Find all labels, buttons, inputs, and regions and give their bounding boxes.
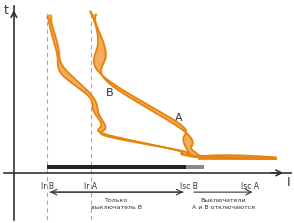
Text: I: I	[287, 176, 290, 189]
Text: t: t	[4, 4, 9, 17]
Text: Ir B: Ir B	[41, 182, 54, 191]
Text: A: A	[174, 113, 182, 123]
Text: Isc A: Isc A	[241, 182, 259, 191]
FancyBboxPatch shape	[47, 165, 188, 169]
Text: Только
выключатель B: Только выключатель B	[91, 198, 142, 210]
Text: Isc B: Isc B	[180, 182, 198, 191]
Text: B: B	[106, 88, 114, 98]
Text: Ir A: Ir A	[84, 182, 98, 191]
Text: Выключатели
А и В отключаются: Выключатели А и В отключаются	[192, 198, 255, 210]
FancyBboxPatch shape	[186, 165, 204, 169]
